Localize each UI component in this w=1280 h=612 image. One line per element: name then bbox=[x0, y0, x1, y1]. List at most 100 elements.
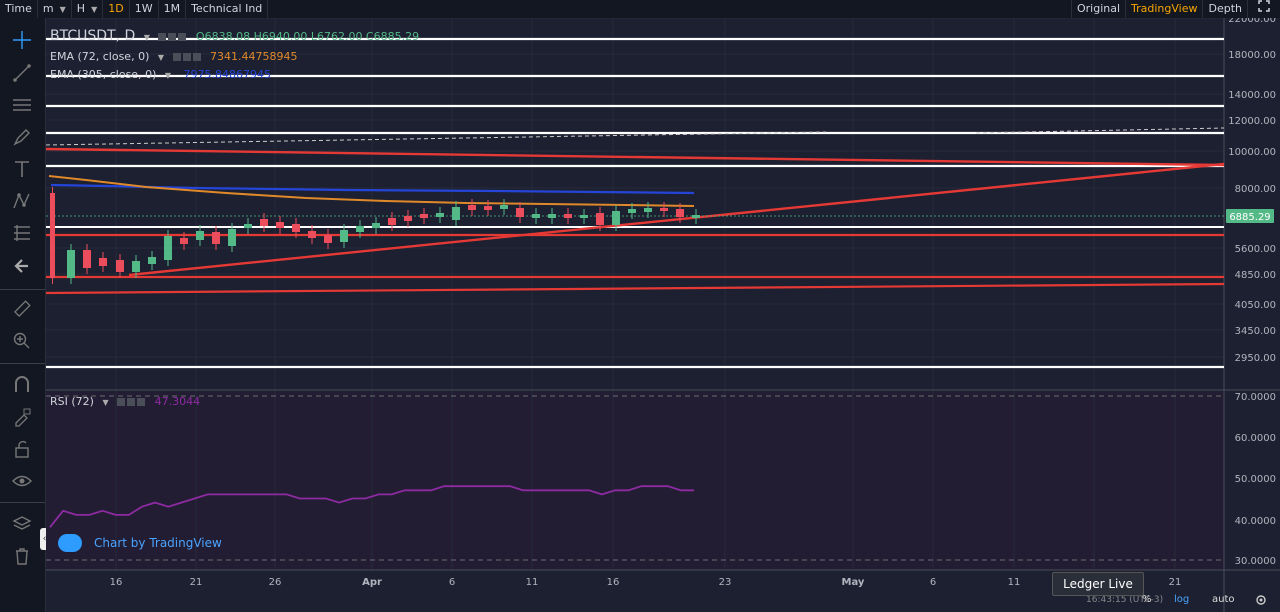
interval-1w-button[interactable]: 1W bbox=[130, 0, 159, 18]
layers-icon[interactable] bbox=[10, 512, 34, 536]
candle bbox=[99, 258, 107, 266]
time-tick-label: 16 bbox=[110, 577, 123, 588]
candle bbox=[500, 205, 508, 209]
ema72-legend: EMA (72, close, 0) ▼ 7341.44758945 bbox=[50, 50, 298, 63]
candle bbox=[676, 209, 684, 217]
rsi-label[interactable]: RSI (72) bbox=[50, 395, 94, 408]
time-tick-label: 21 bbox=[1169, 577, 1182, 588]
unlock-icon[interactable] bbox=[10, 437, 34, 461]
caret-down-icon[interactable]: ▼ bbox=[157, 53, 165, 62]
ohlc-values: O6838.08 H6940.00 L6762.00 C6885.29 bbox=[195, 30, 420, 43]
top-toolbar: Time m ▼ H ▼ 1D 1W 1M Technical Ind Origin… bbox=[0, 0, 1280, 18]
ema-305-line bbox=[50, 183, 695, 195]
ema305-value: 7975.84867945 bbox=[183, 68, 271, 81]
time-tick-label: 21 bbox=[190, 577, 203, 588]
candle bbox=[164, 236, 172, 260]
candle bbox=[452, 207, 460, 220]
parallel-lines-icon[interactable] bbox=[10, 93, 34, 117]
candle bbox=[484, 206, 492, 210]
watermark-text: Chart by TradingView bbox=[94, 536, 222, 550]
fullscreen-icon[interactable] bbox=[1247, 0, 1280, 18]
sidebar-divider bbox=[0, 289, 45, 290]
rsi-tick-label: 30.0000 bbox=[1235, 556, 1276, 567]
caret-down-icon: ▼ bbox=[59, 5, 66, 14]
brush-icon[interactable] bbox=[10, 125, 34, 149]
price-tick-label: 12000.00 bbox=[1228, 116, 1276, 127]
price-tick-label: 5600.00 bbox=[1235, 244, 1276, 255]
zoom-in-icon[interactable] bbox=[10, 329, 34, 353]
pattern-icon[interactable] bbox=[10, 189, 34, 213]
lock-drawing-icon[interactable] bbox=[10, 405, 34, 429]
eye-icon[interactable] bbox=[10, 469, 34, 493]
price-tick-label: 4850.00 bbox=[1235, 270, 1276, 281]
minute-label: m bbox=[42, 2, 54, 15]
interval-1m-button[interactable]: 1M bbox=[159, 0, 187, 18]
time-tick-label: May bbox=[842, 577, 865, 588]
candle bbox=[212, 232, 220, 244]
hour-dropdown[interactable]: H ▼ bbox=[72, 0, 104, 18]
candles bbox=[50, 187, 700, 284]
crosshair-icon[interactable] bbox=[10, 28, 34, 52]
candle bbox=[436, 213, 444, 217]
candle bbox=[148, 257, 156, 264]
technical-indicators-button[interactable]: Technical Ind bbox=[186, 0, 269, 18]
clock-label: 16:43:15 (UTC-3) bbox=[1086, 595, 1163, 605]
arrow-left-icon[interactable] bbox=[10, 254, 34, 278]
candle bbox=[292, 224, 300, 232]
candle bbox=[532, 214, 540, 218]
candle bbox=[356, 226, 364, 232]
price-tick-label: 22000.00 bbox=[1228, 18, 1276, 25]
price-tick-label: 3450.00 bbox=[1235, 326, 1276, 337]
time-button[interactable]: Time bbox=[0, 0, 38, 18]
price-chart[interactable]: 22000.00 18000.00 14000.00 12000.00 10000.00… bbox=[46, 18, 1280, 612]
symbol-legend: BTCUSDT, D ▼ O6838.08 H6940.00 L6762.00 … bbox=[50, 28, 419, 44]
price-tick-label: 4050.00 bbox=[1235, 300, 1276, 311]
caret-down-icon[interactable]: ▼ bbox=[143, 33, 150, 42]
interval-1d-button[interactable]: 1D bbox=[103, 0, 130, 18]
candle bbox=[372, 223, 380, 228]
price-axis: 22000.00 18000.00 14000.00 12000.00 10000.00… bbox=[1228, 18, 1276, 364]
candle bbox=[628, 209, 636, 213]
caret-down-icon[interactable]: ▼ bbox=[102, 398, 109, 407]
depth-view-button[interactable]: Depth bbox=[1202, 0, 1247, 18]
sidebar-divider bbox=[0, 502, 45, 503]
time-tick-label: 23 bbox=[719, 577, 732, 588]
symbol-label[interactable]: BTCUSDT, D bbox=[50, 28, 136, 44]
candle bbox=[548, 214, 556, 218]
ruler-icon[interactable] bbox=[10, 297, 34, 321]
ema305-label[interactable]: EMA (305, close, 0) bbox=[50, 68, 157, 81]
drawing-toolbar bbox=[0, 18, 46, 612]
rsi-value: 47.3044 bbox=[154, 395, 201, 408]
candle bbox=[308, 231, 316, 238]
trend-line-icon[interactable] bbox=[10, 61, 34, 85]
time-tick-label: 6 bbox=[449, 577, 455, 588]
candle bbox=[580, 215, 588, 218]
settings-gear-icon bbox=[1256, 595, 1266, 605]
tradingview-view-button[interactable]: TradingView bbox=[1125, 0, 1202, 18]
ema72-label[interactable]: EMA (72, close, 0) bbox=[50, 50, 150, 63]
tradingview-watermark[interactable]: Chart by TradingView bbox=[58, 534, 222, 552]
rsi-tick-label: 40.0000 bbox=[1235, 516, 1276, 527]
magnet-icon[interactable] bbox=[10, 373, 34, 397]
trash-icon[interactable] bbox=[10, 544, 34, 568]
minute-dropdown[interactable]: m ▼ bbox=[38, 0, 72, 18]
original-view-button[interactable]: Original bbox=[1070, 0, 1125, 18]
text-tool-icon[interactable] bbox=[10, 157, 34, 181]
price-tick-label: 18000.00 bbox=[1228, 50, 1276, 61]
rsi-axis: 70.0000 60.0000 50.0000 40.0000 30.0000 bbox=[1235, 392, 1276, 567]
collapse-sidebar-handle[interactable]: ‹ bbox=[40, 528, 49, 550]
time-tick-label: Apr bbox=[362, 577, 382, 588]
candle bbox=[404, 216, 412, 221]
caret-down-icon[interactable]: ▼ bbox=[164, 71, 172, 80]
rsi-legend: RSI (72) ▼ 47.3044 bbox=[50, 395, 200, 408]
red-trend-lines[interactable] bbox=[46, 147, 1225, 295]
candle bbox=[132, 261, 140, 272]
rsi-tick-label: 60.0000 bbox=[1235, 433, 1276, 444]
candle bbox=[692, 215, 700, 218]
horizontal-levels[interactable] bbox=[46, 37, 1225, 369]
candle bbox=[83, 250, 91, 268]
candle bbox=[516, 208, 524, 217]
candle bbox=[67, 250, 75, 278]
sidebar-divider bbox=[0, 363, 45, 364]
fib-tool-icon[interactable] bbox=[10, 221, 34, 245]
